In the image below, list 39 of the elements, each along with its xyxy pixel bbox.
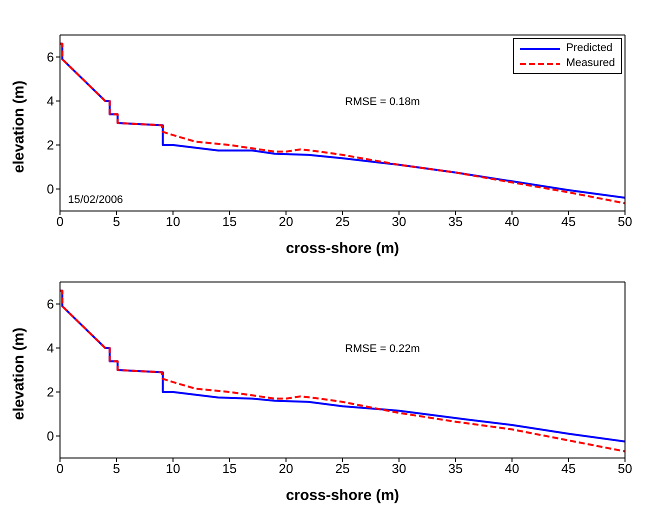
x-tick-label: 50: [618, 461, 632, 476]
x-tick-label: 0: [56, 214, 64, 230]
y-tick-label: 4: [46, 94, 54, 109]
x-tick-label: 15: [222, 461, 237, 476]
x-tick-label: 20: [278, 461, 294, 476]
x-tick-label: 30: [392, 214, 406, 230]
legend-label: Predicted: [566, 41, 613, 56]
legend-label: Measured: [566, 56, 615, 71]
x-tick-label: 40: [504, 214, 520, 230]
y-tick-label: 6: [46, 50, 54, 65]
x-axis-title: cross-shore (m): [286, 240, 400, 257]
y-axis-title: elevation (m): [10, 327, 28, 420]
x-tick-label: 5: [112, 461, 120, 476]
x-tick-label: 0: [56, 461, 64, 476]
y-tick-label: 2: [46, 384, 54, 400]
x-tick-label: 30: [392, 461, 406, 476]
x-axis-title: cross-shore (m): [286, 487, 400, 504]
x-tick-label: 50: [618, 214, 632, 230]
y-tick-label: 4: [46, 340, 54, 356]
x-tick-label: 45: [561, 461, 576, 476]
x-tick-label: 5: [112, 214, 120, 230]
y-tick-label: 6: [46, 296, 54, 312]
x-tick-label: 15: [222, 214, 237, 230]
x-tick-label: 25: [335, 214, 350, 230]
x-tick-label: 45: [561, 214, 576, 230]
annotation: RMSE = 0.18m: [345, 96, 420, 108]
annotation: 15/02/2006: [68, 194, 124, 206]
y-axis-title: elevation (m): [10, 80, 28, 173]
x-tick-label: 10: [166, 461, 180, 476]
y-tick-label: 0: [46, 428, 54, 444]
x-tick-label: 35: [448, 214, 463, 230]
x-tick-label: 10: [166, 214, 180, 230]
annotation: RMSE = 0.22m: [345, 343, 420, 355]
y-tick-label: 0: [46, 182, 54, 197]
x-tick-label: 40: [504, 461, 520, 476]
x-tick-label: 20: [278, 214, 294, 230]
y-tick-label: 2: [46, 138, 54, 153]
x-tick-label: 25: [335, 461, 350, 476]
x-tick-label: 35: [448, 461, 463, 476]
